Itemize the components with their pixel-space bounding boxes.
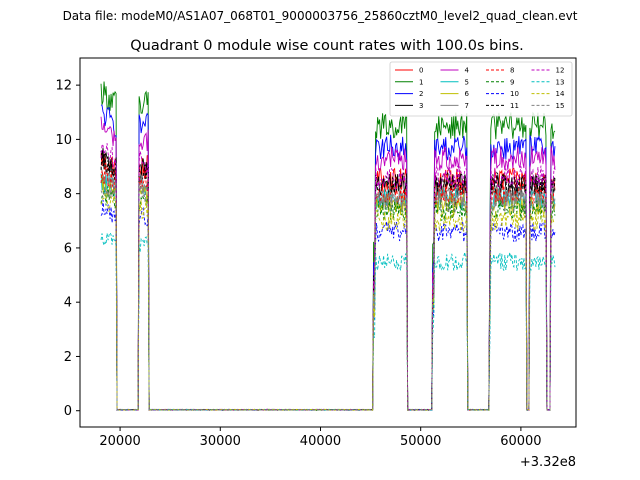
y-tick-label: 12 [55,79,72,94]
legend-label-14: 14 [556,90,565,98]
chart-title: Quadrant 0 module wise count rates with … [130,38,524,54]
series-line-1 [100,81,556,411]
y-axis: 0 2 4 6 8 10 12 [55,79,80,419]
legend-label-1: 1 [419,78,423,86]
legend-label-7: 7 [465,102,469,110]
series-line-13 [100,231,556,411]
x-axis: 20000 30000 40000 50000 60000 [99,427,542,449]
series-line-14 [100,193,556,411]
series-line-5 [100,173,556,411]
series-line-8 [100,163,556,411]
legend-label-15: 15 [556,102,565,110]
x-tick-label: 50000 [400,434,441,449]
legend-label-3: 3 [419,102,423,110]
series-line-11 [100,150,556,411]
series-line-9 [100,186,556,411]
legend-label-0: 0 [419,67,423,75]
legend-label-8: 8 [510,67,514,75]
legend-box [389,61,573,117]
series-line-12 [100,142,556,411]
series-line-6 [100,174,556,411]
y-tick-label: 2 [64,350,72,365]
axes-frame [79,57,577,428]
series-line-2 [100,104,556,412]
legend-label-13: 13 [556,78,565,86]
figure-suptitle: Data file: modeM0/AS1A07_068T01_90000037… [63,9,578,23]
y-tick-label: 8 [64,187,72,202]
legend-label-5: 5 [465,78,469,86]
legend-label-9: 9 [510,78,514,86]
y-tick-label: 10 [55,133,72,148]
series-line-0 [100,153,556,412]
y-tick-label: 0 [64,404,72,419]
x-tick-label: 60000 [500,434,541,449]
series-line-3 [100,148,556,411]
series-line-7 [100,166,556,411]
series-line-10 [100,199,556,411]
x-offset-label: +3.32e8 [520,455,576,470]
x-tick-label: 20000 [99,434,140,449]
legend-label-12: 12 [556,67,565,75]
series-line-15 [100,180,556,411]
legend-label-11: 11 [510,102,519,110]
legend-label-2: 2 [419,90,423,98]
series-line-4 [100,116,556,411]
y-tick-label: 6 [64,241,72,256]
legend-label-6: 6 [465,90,470,98]
x-tick-label: 40000 [300,434,341,449]
x-tick-label: 30000 [200,434,241,449]
legend-label-10: 10 [510,90,519,98]
legend-label-4: 4 [465,67,470,75]
y-tick-label: 4 [64,296,72,311]
series-lines [100,81,556,412]
